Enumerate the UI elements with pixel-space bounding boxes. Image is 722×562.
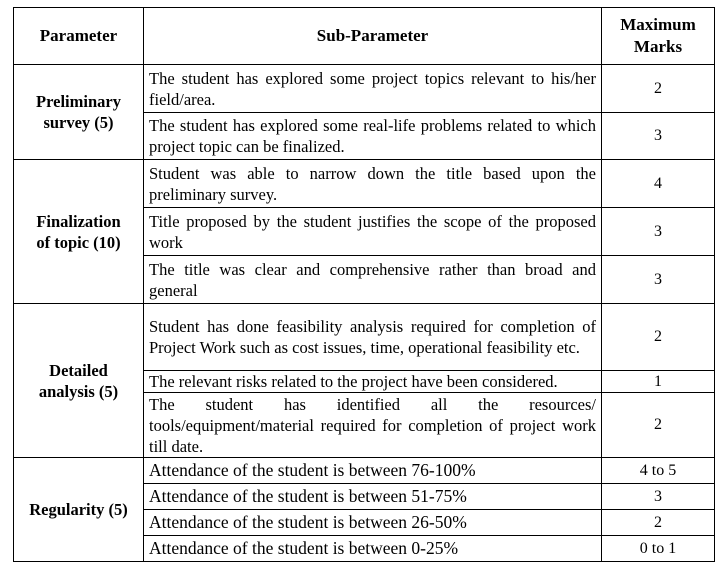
sub-parameter-cell: Attendance of the student is between 0-2… (143, 535, 602, 562)
max-marks-header-line1: Maximum (620, 15, 696, 34)
parameter-detailed-analysis: Detailed analysis (5) (13, 303, 144, 458)
parameter-header: Parameter (13, 7, 144, 65)
marks-cell: 2 (601, 64, 715, 113)
table-row: Regularity (5) Attendance of the student… (13, 457, 715, 562)
table-row: The student has explored some real-life … (14, 112, 715, 160)
table-row: Finalization of topic (10) Student was a… (13, 159, 715, 304)
sub-parameter-header: Sub-Parameter (143, 7, 602, 65)
sub-parameter-cell: Student has done feasibility analysis re… (143, 303, 602, 371)
marks-cell: 3 (601, 483, 715, 510)
table-row: Preliminary survey (5) The student has e… (13, 64, 715, 160)
table-row: Detailed analysis (5) Student has done f… (13, 303, 715, 458)
parameter-line: analysis (5) (38, 381, 119, 401)
marks-cell: 3 (601, 112, 715, 160)
parameter-line: survey (5) (43, 113, 114, 132)
sub-parameter-cell: Attendance of the student is between 26-… (143, 509, 602, 536)
marks-cell: 4 (601, 159, 715, 208)
parameter-preliminary-survey: Preliminary survey (5) (13, 64, 144, 160)
sub-parameter-cell: Student was able to narrow down the titl… (143, 159, 602, 208)
marks-cell: 2 (601, 509, 715, 536)
parameter-finalization-of-topic: Finalization of topic (10) (13, 159, 144, 304)
sub-parameter-cell: Attendance of the student is between 51-… (143, 483, 602, 510)
sub-parameter-cell: Title proposed by the student justifies … (143, 207, 602, 256)
sub-parameter-cell: The title was clear and comprehensive ra… (143, 255, 602, 304)
header-row: Parameter Sub-Parameter Maximum Marks (13, 7, 715, 65)
parameter-line: Preliminary (36, 92, 121, 111)
marks-cell: 4 to 5 (601, 457, 715, 484)
table-row: Attendance of the student is between 26-… (14, 509, 715, 536)
max-marks-header: Maximum Marks (601, 7, 715, 65)
table-row: Attendance of the student is between 0-2… (14, 535, 715, 562)
marks-cell: 2 (601, 392, 715, 458)
sub-parameter-cell: Attendance of the student is between 76-… (143, 457, 602, 484)
evaluation-rubric-table: Parameter Sub-Parameter Maximum Marks Pr… (13, 7, 715, 562)
sub-parameter-cell: The relevant risks related to the projec… (143, 370, 602, 393)
max-marks-header-line2: Marks (633, 37, 683, 56)
marks-cell: 2 (601, 303, 715, 371)
table-row: The title was clear and comprehensive ra… (14, 255, 715, 304)
sub-parameter-cell: The student has explored some project to… (143, 64, 602, 113)
sub-parameter-cell: The student has identified all the resou… (143, 392, 602, 458)
table-row: Title proposed by the student justifies … (14, 207, 715, 256)
marks-cell: 1 (601, 370, 715, 393)
table-row: The student has identified all the resou… (14, 392, 715, 458)
parameter-line: of topic (10) (36, 232, 121, 252)
marks-cell: 3 (601, 255, 715, 304)
parameter-regularity: Regularity (5) (13, 457, 144, 562)
sub-parameter-cell: The student has explored some real-life … (143, 112, 602, 160)
parameter-line: Finalization (36, 211, 121, 231)
parameter-line: Detailed (49, 360, 108, 380)
marks-cell: 3 (601, 207, 715, 256)
marks-cell: 0 to 1 (601, 535, 715, 562)
